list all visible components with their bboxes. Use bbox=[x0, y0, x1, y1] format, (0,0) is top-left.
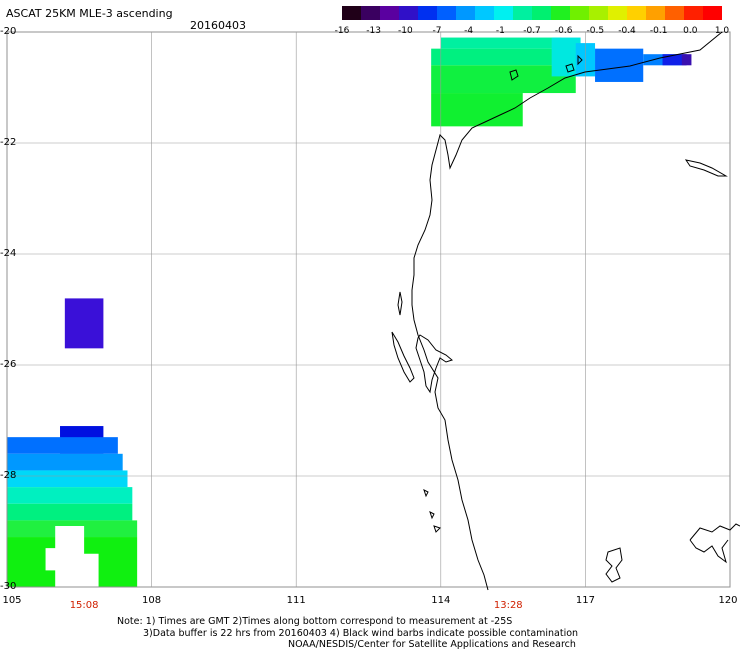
time-label: 15:08 bbox=[69, 600, 99, 611]
swath-cell bbox=[440, 37, 562, 49]
colorbar-segment bbox=[475, 6, 495, 20]
swath-cell bbox=[7, 453, 123, 471]
colorbar-tick: 1.0 bbox=[714, 26, 730, 36]
dampier-islands bbox=[509, 54, 583, 81]
latitude-label: -24 bbox=[0, 248, 17, 259]
longitude-label: 108 bbox=[142, 595, 162, 606]
colorbar-tick: -0.6 bbox=[554, 26, 573, 36]
longitude-label: 105 bbox=[2, 595, 22, 606]
swath-cell bbox=[595, 48, 644, 82]
colorbar-segment bbox=[551, 6, 571, 20]
shark-bay-peninsula bbox=[415, 334, 454, 394]
latitude-label: -20 bbox=[0, 26, 17, 37]
colorbar-tick: -0.7 bbox=[523, 26, 541, 36]
colorbar-tick: -0.4 bbox=[618, 26, 636, 36]
colorbar-tick: -1 bbox=[495, 26, 505, 36]
colorbar-tick: -13 bbox=[366, 26, 382, 36]
swath-cell bbox=[64, 298, 104, 349]
kimberley-islands bbox=[684, 159, 728, 177]
colorbar bbox=[342, 6, 722, 20]
arnhem-coast bbox=[689, 523, 740, 564]
colorbar-segment bbox=[342, 6, 362, 20]
colorbar-tick: -16 bbox=[334, 26, 350, 36]
latitude-label: -22 bbox=[0, 137, 17, 148]
map-grid bbox=[6, 31, 731, 588]
colorbar-segment bbox=[456, 6, 476, 20]
dirk-hartog-island bbox=[391, 331, 415, 383]
colorbar-tick: -4 bbox=[464, 26, 474, 36]
page-title: ASCAT 25KM MLE-3 ascending bbox=[6, 7, 173, 20]
latitude-label: -28 bbox=[0, 470, 17, 481]
colorbar-tick: -0.5 bbox=[586, 26, 605, 36]
gulf-coast-fragment bbox=[605, 547, 623, 583]
swath-cell bbox=[551, 37, 581, 77]
longitude-label: 114 bbox=[431, 595, 451, 606]
colorbar-segment bbox=[513, 6, 533, 20]
colorbar-segment bbox=[418, 6, 438, 20]
colorbar-segment bbox=[646, 6, 666, 20]
footnote-line-1: Note: 1) Times are GMT 2)Times along bot… bbox=[117, 616, 513, 627]
colorbar-tick: -7 bbox=[432, 26, 442, 36]
wind-data-swaths bbox=[7, 37, 692, 587]
bernier-island bbox=[397, 291, 403, 316]
swath-cell bbox=[7, 487, 133, 504]
colorbar-segment bbox=[627, 6, 647, 20]
colorbar-tick: 0.0 bbox=[683, 26, 698, 36]
colorbar-tick: -10 bbox=[397, 26, 413, 36]
colorbar-segment bbox=[437, 6, 457, 20]
colorbar-tick: -0.1 bbox=[649, 26, 668, 36]
swath-cell bbox=[431, 48, 576, 66]
longitude-label: 120 bbox=[718, 595, 738, 606]
swath-gap bbox=[45, 525, 99, 587]
colorbar-segment bbox=[684, 6, 704, 20]
longitude-label: 111 bbox=[286, 595, 306, 606]
coastline bbox=[391, 31, 740, 591]
colorbar-segment bbox=[399, 6, 419, 20]
swath-cell bbox=[431, 93, 523, 127]
colorbar-segment bbox=[665, 6, 685, 20]
longitude-label: 117 bbox=[575, 595, 595, 606]
colorbar-segment bbox=[494, 6, 514, 20]
swath-cell bbox=[681, 54, 692, 66]
date-label: 20160403 bbox=[190, 19, 246, 32]
colorbar-segment bbox=[532, 6, 552, 20]
footnote-line-3: NOAA/NESDIS/Center for Satellite Applica… bbox=[288, 639, 576, 650]
small-islands-south bbox=[423, 489, 441, 533]
colorbar-segment bbox=[380, 6, 400, 20]
colorbar-segment bbox=[608, 6, 628, 20]
time-label: 13:28 bbox=[493, 600, 523, 611]
colorbar-segment bbox=[703, 6, 722, 20]
colorbar-segment bbox=[361, 6, 381, 20]
swath-cell bbox=[662, 54, 687, 66]
west-australia-coastline bbox=[411, 31, 723, 591]
colorbar-segment bbox=[570, 6, 590, 20]
footnote-line-2: 3)Data buffer is 22 hrs from 20160403 4)… bbox=[143, 628, 579, 639]
swath-cell bbox=[7, 437, 118, 454]
latitude-label: -26 bbox=[0, 359, 17, 370]
swath-cell bbox=[7, 470, 128, 488]
latitude-label: -30 bbox=[0, 581, 17, 592]
swath-cell bbox=[7, 503, 133, 521]
colorbar-segment bbox=[589, 6, 609, 20]
